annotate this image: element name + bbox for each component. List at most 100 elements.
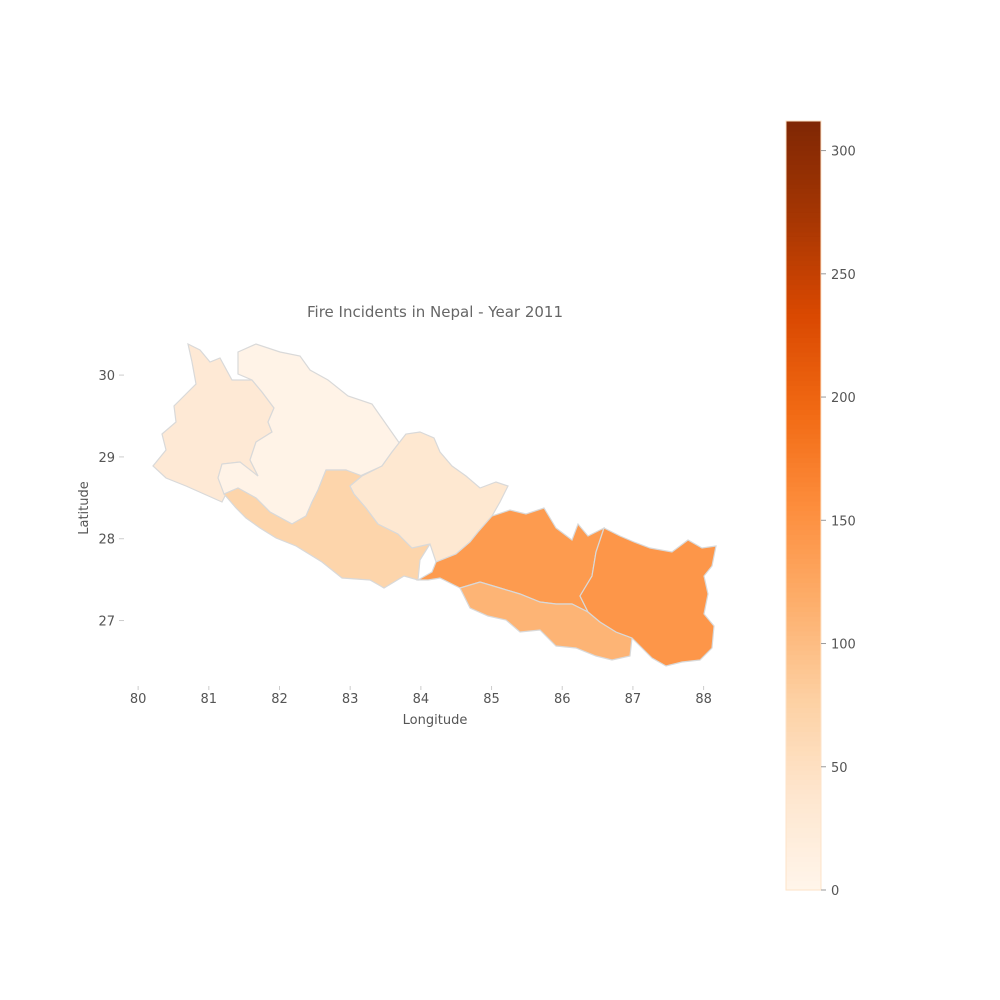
colorbar-segment (786, 808, 821, 814)
colorbar-segment (786, 303, 821, 310)
colorbar-segment (786, 601, 821, 608)
colorbar-segment (786, 587, 821, 593)
colorbar-segment (786, 318, 821, 324)
colorbar-segment (786, 529, 821, 535)
x-axis: 80 81 82 83 84 85 86 87 88 (130, 686, 712, 707)
colorbar-segment (786, 130, 821, 137)
colorbar-segment (786, 452, 821, 459)
colorbar-segment (786, 875, 821, 881)
colorbar-segment (786, 750, 821, 757)
x-tick-label: 82 (271, 692, 288, 707)
colorbar-segment (786, 121, 821, 127)
colorbar-segment (786, 558, 821, 564)
colorbar-segment (786, 467, 821, 473)
x-tick-label: 87 (625, 692, 642, 707)
colorbar-segment (786, 337, 821, 343)
colorbar-segment (786, 745, 821, 752)
colorbar-segment (786, 736, 821, 742)
colorbar-segment (786, 654, 821, 660)
colorbar-segment (786, 500, 821, 507)
colorbar-segment (786, 640, 821, 646)
colorbar-tick-label: 300 (831, 145, 856, 160)
colorbar-segment (786, 741, 821, 747)
colorbar-segment (786, 298, 821, 305)
y-tick-label: 30 (98, 369, 115, 384)
y-tick-label: 27 (98, 615, 115, 630)
colorbar-segment (786, 822, 821, 829)
colorbar-segment (786, 841, 821, 848)
colorbar-segment (786, 803, 821, 809)
colorbar-segment (786, 865, 821, 872)
colorbar-segment (786, 423, 821, 430)
colorbar-segment (786, 572, 821, 579)
y-axis: 27 28 29 30 (98, 369, 124, 630)
colorbar-segment (786, 755, 821, 761)
colorbar-segment (786, 245, 821, 252)
colorbar-segment (786, 813, 821, 819)
colorbar-segment (786, 716, 821, 723)
colorbar-segment (786, 399, 821, 406)
colorbar-segment (786, 351, 821, 358)
colorbar-segment (786, 159, 821, 165)
colorbar-tick-label: 200 (831, 391, 856, 406)
colorbar-segment (786, 851, 821, 857)
colorbar-segment (786, 707, 821, 713)
colorbar-segment (786, 385, 821, 391)
colorbar-segment (786, 779, 821, 785)
colorbar-segment (786, 731, 821, 737)
colorbar-segment (786, 515, 821, 521)
y-tick-label: 28 (98, 533, 115, 548)
colorbar: 0 50 100 150 200 250 300 (785, 120, 856, 899)
x-tick-label: 86 (554, 692, 571, 707)
colorbar-segment (786, 616, 821, 622)
colorbar-segment (786, 765, 821, 771)
colorbar-segment (786, 284, 821, 290)
colorbar-segment (786, 313, 821, 319)
colorbar-segment (786, 221, 821, 228)
colorbar-segment (786, 563, 821, 569)
region-eastern (579, 527, 717, 667)
colorbar-segment (786, 197, 821, 204)
colorbar-segment (786, 606, 821, 612)
colorbar-segment (786, 481, 821, 487)
colorbar-segment (786, 798, 821, 805)
colorbar-segment (786, 231, 821, 237)
colorbar-segment (786, 505, 821, 511)
colorbar-segment (786, 870, 821, 877)
colorbar-segment (786, 342, 821, 348)
colorbar-segment (786, 486, 821, 492)
colorbar-segment (786, 861, 821, 867)
colorbar-segment (786, 447, 821, 454)
colorbar-segment (786, 683, 821, 689)
colorbar-segment (786, 760, 821, 766)
colorbar-segment (786, 173, 821, 180)
colorbar-segment (786, 140, 821, 146)
map-regions (152, 342, 717, 667)
colorbar-segment (786, 164, 821, 170)
colorbar-segment (786, 236, 821, 242)
colorbar-segment (786, 885, 821, 891)
colorbar-segment (786, 630, 821, 636)
colorbar-segment (786, 476, 821, 483)
colorbar-segment (786, 226, 821, 233)
colorbar-segment (786, 322, 821, 329)
colorbar-segment (786, 178, 821, 185)
colorbar-segment (786, 712, 821, 718)
colorbar-segment (786, 188, 821, 194)
colorbar-segment (786, 471, 821, 478)
colorbar-segment (786, 428, 821, 435)
colorbar-segment (786, 519, 821, 526)
colorbar-segment (786, 827, 821, 833)
colorbar-segment (786, 789, 821, 795)
colorbar-segment (786, 635, 821, 641)
colorbar-segment (786, 260, 821, 266)
colorbar-segment (786, 625, 821, 632)
colorbar-segment (786, 793, 821, 800)
colorbar-segment (786, 125, 821, 132)
colorbar-tick-label: 50 (831, 761, 848, 776)
colorbar-segment (786, 457, 821, 463)
colorbar-frame (785, 120, 822, 891)
region-western-north (349, 431, 509, 563)
colorbar-ticks: 0 50 100 150 200 250 300 (821, 145, 856, 899)
